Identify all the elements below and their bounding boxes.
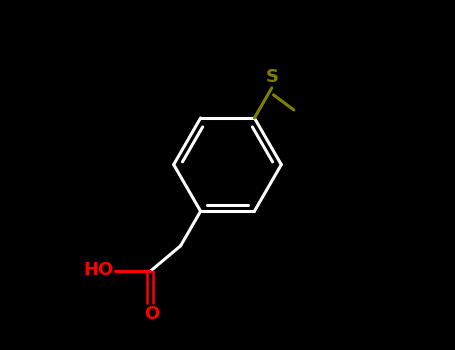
- Text: O: O: [144, 306, 159, 323]
- Text: HO: HO: [83, 261, 114, 279]
- Text: S: S: [265, 68, 278, 86]
